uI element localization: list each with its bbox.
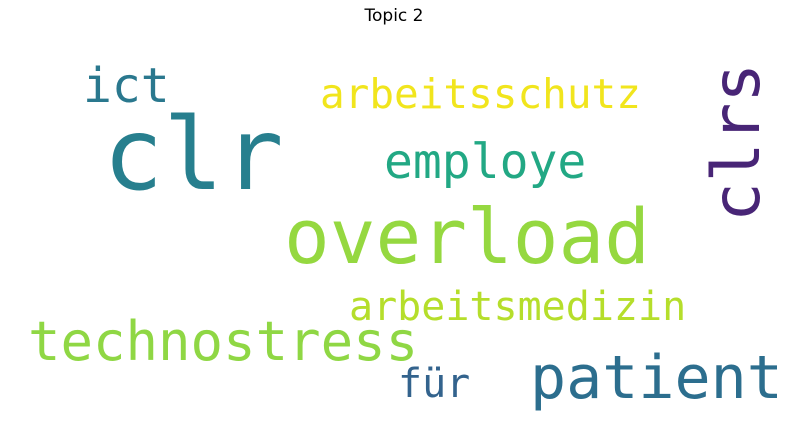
- word-employe: employe: [384, 134, 587, 190]
- word-clr: clr: [103, 96, 284, 213]
- word-technostress: technostress: [28, 310, 419, 373]
- word-fuer: für: [398, 361, 471, 407]
- word-clrs: clrs: [698, 63, 775, 222]
- word-overload: overload: [284, 192, 651, 281]
- word-arbeitsmedizin: arbeitsmedizin: [349, 284, 687, 330]
- word-ict: ict: [83, 58, 170, 114]
- word-patient: patient: [530, 343, 783, 413]
- chart-title: Topic 2: [364, 6, 424, 26]
- word-arbeitsschutz: arbeitsschutz: [320, 70, 641, 118]
